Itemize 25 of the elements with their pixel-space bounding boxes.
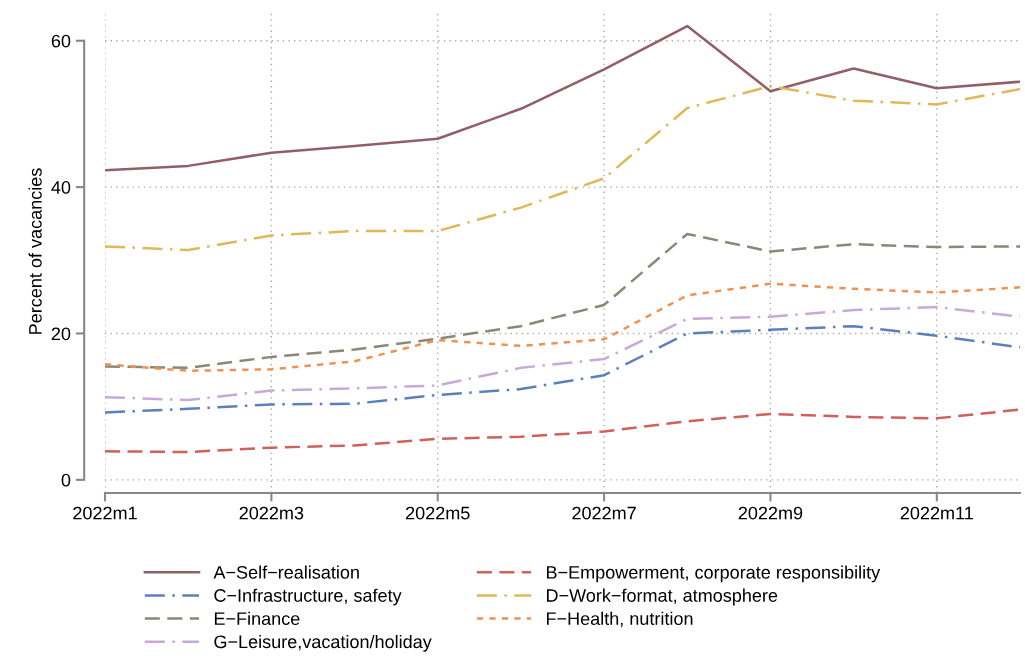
y-tick-label: 0 bbox=[61, 473, 71, 487]
line-series bbox=[105, 408, 1020, 454]
y-tick-label: 40 bbox=[51, 181, 71, 194]
legend-label: A−Self−realisation bbox=[213, 565, 359, 579]
x-tick-label: 2022m3 bbox=[239, 506, 304, 520]
x-tick-label: 2022m11 bbox=[900, 506, 973, 520]
line-series bbox=[105, 282, 1020, 373]
legend-label: B−Empowerment, corporate responsibility bbox=[546, 565, 881, 583]
legend-label: E−Finance bbox=[214, 611, 300, 626]
line-series bbox=[105, 232, 1020, 370]
x-tick-label: 2022m7 bbox=[572, 506, 636, 520]
line-series bbox=[105, 305, 1020, 402]
line-series bbox=[105, 324, 1020, 414]
x-tick-label: 2022m5 bbox=[406, 506, 470, 520]
legend-label: F−Health, nutrition bbox=[546, 611, 693, 628]
y-axis-title: Percent of vacancies bbox=[28, 168, 42, 334]
legend-label: D−Work−format, atmosphere bbox=[546, 588, 778, 606]
line-series bbox=[105, 84, 1020, 252]
legend-label: C−Infrastructure, safety bbox=[214, 588, 402, 606]
x-tick-label: 2022m9 bbox=[738, 506, 803, 520]
line-series bbox=[105, 24, 1020, 172]
legend-label: G−Leisure,vacation/holiday bbox=[214, 634, 432, 652]
x-tick-label: 2022m1 bbox=[73, 506, 137, 520]
y-tick-label: 20 bbox=[51, 327, 71, 341]
y-tick-label: 60 bbox=[51, 34, 71, 48]
